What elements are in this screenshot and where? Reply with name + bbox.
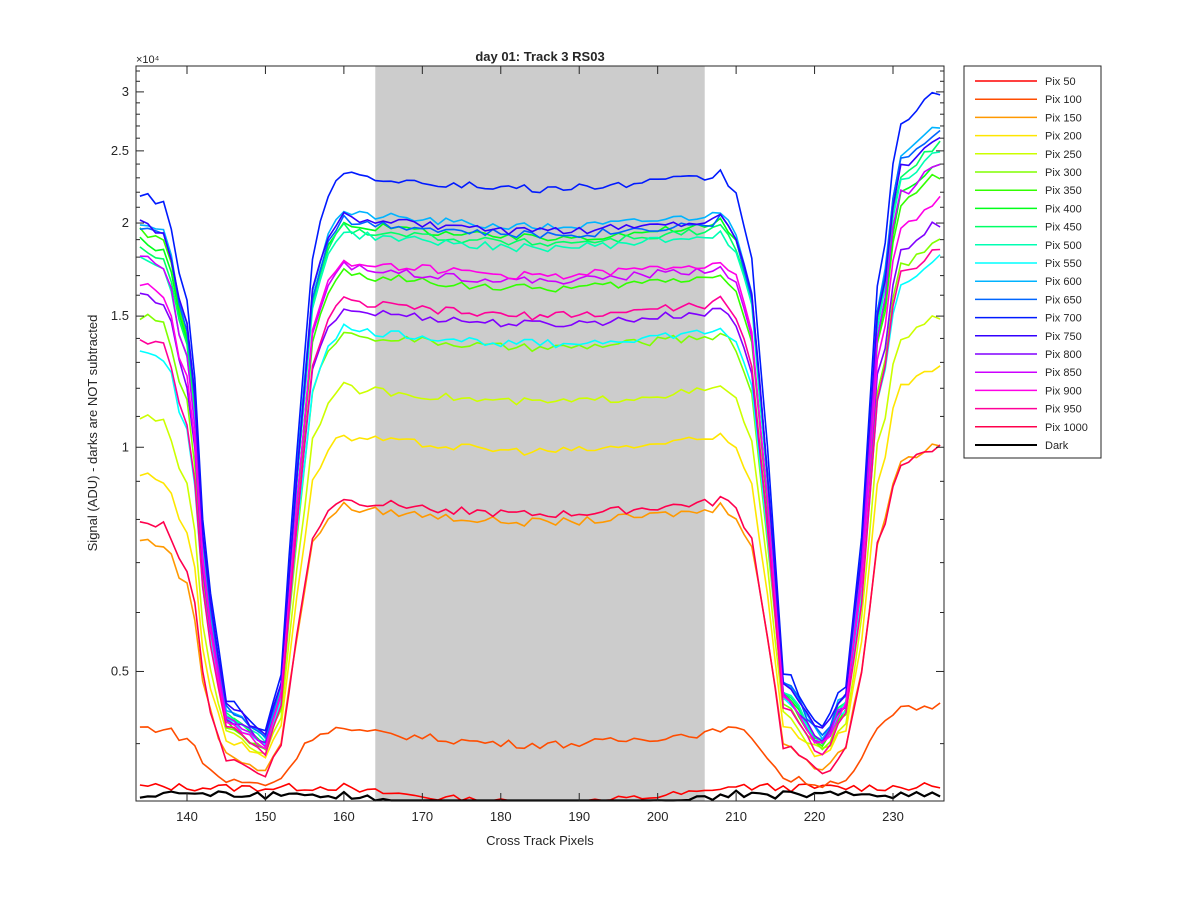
legend-label: Pix 800 [1045, 349, 1082, 361]
legend-label: Pix 550 [1045, 258, 1082, 270]
series-line-pix-250 [139, 314, 941, 755]
x-axis-ticks: 140 150 160 170 180 190 200 210 220 230 [176, 66, 904, 824]
x-tick-label: 140 [176, 809, 198, 824]
legend-label: Pix 750 [1045, 331, 1082, 343]
legend: Pix 50 Pix 100 Pix 150 Pix 200 Pix 250 Pix 30… [963, 65, 1102, 459]
legend-label: Pix 700 [1045, 313, 1082, 325]
series-line-pix-650 [139, 129, 941, 739]
x-tick-label: 160 [333, 809, 355, 824]
legend-label: Pix 850 [1045, 367, 1082, 379]
legend-label: Pix 500 [1045, 240, 1082, 252]
y-tick-label: 0.5 [111, 663, 129, 678]
legend-label: Pix 300 [1045, 167, 1082, 179]
plot-axes: 140 150 160 170 180 190 200 210 220 230 0.5 1 1.5 2 2… [111, 65, 945, 824]
legend-label: Pix 950 [1045, 404, 1082, 416]
legend-label: Dark [1045, 440, 1069, 452]
x-tick-label: 230 [882, 809, 904, 824]
legend-items: Pix 50 Pix 100 Pix 150 Pix 200 Pix 250 Pix 30… [975, 76, 1088, 452]
x-tick-label: 220 [804, 809, 826, 824]
legend-label: Pix 350 [1045, 185, 1082, 197]
legend-label: Pix 200 [1045, 131, 1082, 143]
legend-label: Pix 600 [1045, 276, 1082, 288]
x-tick-label: 180 [490, 809, 512, 824]
legend-label: Pix 900 [1045, 385, 1082, 397]
x-axis-label: Cross Track Pixels [486, 833, 594, 848]
y-tick-label: 2.5 [111, 143, 129, 158]
series-line-pix-750 [139, 136, 941, 737]
y-axis-label: Signal (ADU) - darks are NOT subtracted [85, 315, 100, 552]
series-line-pix-100 [139, 702, 941, 789]
legend-label: Pix 150 [1045, 112, 1082, 124]
y-tick-label: 3 [122, 84, 129, 99]
series-line-pix-1000 [139, 444, 941, 778]
y-tick-label: 1 [122, 439, 129, 454]
legend-label: Pix 100 [1045, 94, 1082, 106]
legend-label: Pix 450 [1045, 222, 1082, 234]
series-group [139, 91, 941, 802]
series-line-pix-700 [139, 91, 941, 732]
shaded-region [375, 66, 705, 801]
x-tick-label: 200 [647, 809, 669, 824]
chart-title: day 01: Track 3 RS03 [475, 49, 604, 64]
legend-box [963, 65, 1102, 459]
y-axis-ticks: 0.5 1 1.5 2 2.5 3 [111, 70, 944, 745]
legend-label: Pix 250 [1045, 149, 1082, 161]
x-tick-label: 170 [411, 809, 433, 824]
x-tick-label: 210 [725, 809, 747, 824]
x-tick-label: 150 [255, 809, 277, 824]
series-line-pix-950 [139, 248, 941, 757]
legend-label: Pix 1000 [1045, 422, 1088, 434]
series-line-pix-900 [139, 195, 941, 750]
legend-label: Pix 650 [1045, 294, 1082, 306]
x-tick-label: 190 [568, 809, 590, 824]
y-tick-label: 1.5 [111, 308, 129, 323]
plot-border [135, 65, 945, 802]
series-line-pix-550 [139, 254, 941, 746]
legend-label: Pix 50 [1045, 76, 1076, 88]
legend-label: Pix 400 [1045, 203, 1082, 215]
y-exponent-label: ×10⁴ [136, 54, 160, 66]
y-tick-label: 2 [122, 215, 129, 230]
